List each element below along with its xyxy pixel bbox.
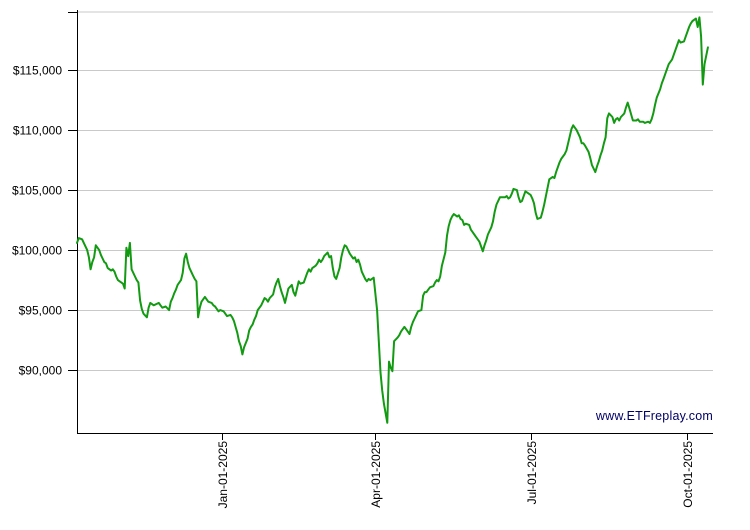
x-axis-tick-label: Apr-01-2025	[369, 441, 383, 508]
x-axis-tick-label: Jan-01-2025	[216, 441, 230, 509]
y-axis-tick-label: $95,000	[19, 304, 63, 318]
y-axis-tick-label: $90,000	[19, 364, 63, 378]
price-line	[76, 16, 709, 424]
y-axis-tick-label: $100,000	[12, 244, 62, 258]
y-axis-tick-label: $110,000	[13, 124, 62, 138]
y-axis-tick-label: $105,000	[12, 184, 62, 198]
etfreplay-watermark: www.ETFreplay.com	[595, 409, 713, 423]
x-axis-tick-label: Jul-01-2025	[525, 441, 539, 505]
y-axis-tick-label: $115,000	[13, 64, 62, 78]
x-axis-tick-label: Oct-01-2025	[681, 441, 695, 508]
